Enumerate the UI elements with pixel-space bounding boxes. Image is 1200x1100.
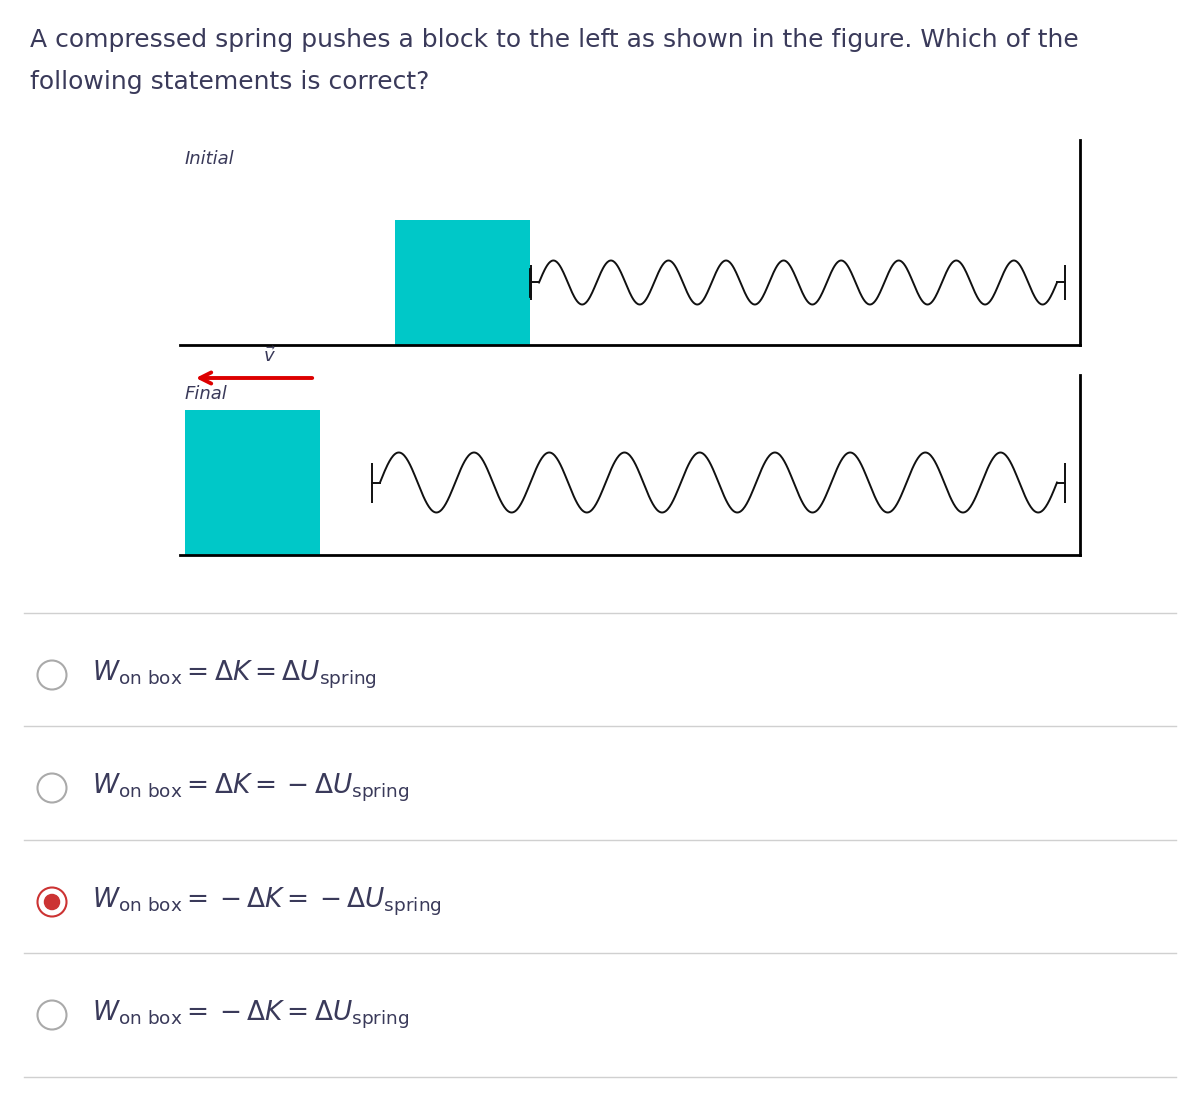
Bar xyxy=(395,220,530,345)
Bar xyxy=(185,410,320,556)
Text: Initial: Initial xyxy=(185,150,235,168)
Circle shape xyxy=(44,894,60,910)
Circle shape xyxy=(37,1001,66,1030)
Circle shape xyxy=(37,888,66,916)
Text: $W_{\mathrm{on\ box}} = \Delta K = -\Delta U_{\mathrm{spring}}$: $W_{\mathrm{on\ box}} = \Delta K = -\Del… xyxy=(92,772,409,804)
Text: A compressed spring pushes a block to the left as shown in the figure. Which of : A compressed spring pushes a block to th… xyxy=(30,28,1079,52)
Text: $W_{\mathrm{on\ box}} = -\Delta K = -\Delta U_{\mathrm{spring}}$: $W_{\mathrm{on\ box}} = -\Delta K = -\De… xyxy=(92,886,442,918)
Circle shape xyxy=(37,660,66,690)
Text: $\vec{v}$: $\vec{v}$ xyxy=(263,346,276,366)
Text: following statements is correct?: following statements is correct? xyxy=(30,70,430,94)
Circle shape xyxy=(37,773,66,803)
Text: $W_{\mathrm{on\ box}} = -\Delta K = \Delta U_{\mathrm{spring}}$: $W_{\mathrm{on\ box}} = -\Delta K = \Del… xyxy=(92,999,409,1031)
Text: $W_{\mathrm{on\ box}} = \Delta K = \Delta U_{\mathrm{spring}}$: $W_{\mathrm{on\ box}} = \Delta K = \Delt… xyxy=(92,659,377,691)
Text: Final: Final xyxy=(185,385,228,403)
